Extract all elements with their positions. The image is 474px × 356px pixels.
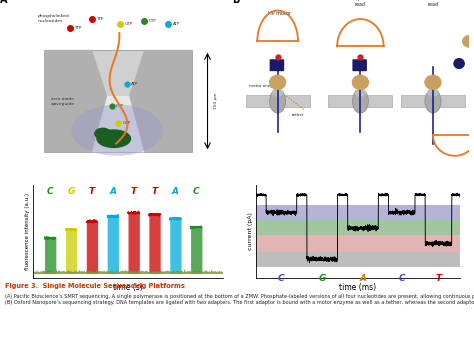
Bar bbox=[256, 252, 460, 267]
Bar bbox=[256, 205, 460, 220]
Text: T: T bbox=[152, 187, 157, 196]
Text: HP motor: HP motor bbox=[267, 11, 291, 16]
Text: T: T bbox=[435, 274, 441, 283]
Text: template
read: template read bbox=[349, 0, 372, 7]
Polygon shape bbox=[129, 50, 192, 152]
Ellipse shape bbox=[462, 35, 474, 48]
Text: C: C bbox=[278, 274, 285, 283]
FancyBboxPatch shape bbox=[44, 50, 192, 152]
Ellipse shape bbox=[94, 127, 111, 140]
FancyBboxPatch shape bbox=[246, 95, 310, 107]
FancyBboxPatch shape bbox=[328, 95, 392, 107]
Ellipse shape bbox=[424, 75, 442, 90]
Text: GTP: GTP bbox=[122, 121, 131, 125]
Text: 100 μm: 100 μm bbox=[214, 93, 218, 109]
Text: GTP: GTP bbox=[125, 22, 133, 26]
Text: (A) Pacific Bioscience’s SMRT sequencing. A single polymerase is positioned at t: (A) Pacific Bioscience’s SMRT sequencing… bbox=[5, 294, 474, 305]
Ellipse shape bbox=[71, 105, 163, 156]
FancyBboxPatch shape bbox=[352, 59, 367, 71]
Bar bbox=[256, 220, 460, 235]
Y-axis label: current (pA): current (pA) bbox=[248, 213, 253, 250]
Text: A: A bbox=[0, 0, 8, 5]
Text: motor enzyme: motor enzyme bbox=[248, 84, 279, 88]
Ellipse shape bbox=[272, 88, 283, 97]
Text: C: C bbox=[47, 187, 54, 196]
Text: G: G bbox=[319, 274, 326, 283]
Text: C: C bbox=[193, 187, 200, 196]
Text: Figure 3.  Single Molecule Sequencing Platforms: Figure 3. Single Molecule Sequencing Pla… bbox=[5, 283, 184, 289]
Text: ATP: ATP bbox=[131, 82, 139, 86]
Bar bbox=[256, 235, 460, 252]
Polygon shape bbox=[92, 96, 144, 152]
Ellipse shape bbox=[355, 88, 366, 97]
Ellipse shape bbox=[270, 89, 286, 113]
Text: G: G bbox=[67, 187, 75, 196]
Ellipse shape bbox=[352, 75, 369, 90]
Text: zero mode
waveguide: zero mode waveguide bbox=[51, 96, 74, 106]
Text: C: C bbox=[398, 274, 405, 283]
Text: B: B bbox=[232, 0, 240, 5]
Text: T: T bbox=[131, 187, 137, 196]
Ellipse shape bbox=[96, 129, 131, 148]
Text: 2-direction
read: 2-direction read bbox=[419, 0, 446, 7]
Ellipse shape bbox=[425, 89, 441, 113]
Text: CTP: CTP bbox=[149, 19, 156, 23]
Text: phospholinked
nucleotides: phospholinked nucleotides bbox=[37, 14, 69, 23]
Text: TTP: TTP bbox=[96, 17, 104, 21]
Y-axis label: fluorescence intensity (a.u.): fluorescence intensity (a.u.) bbox=[26, 193, 30, 270]
Ellipse shape bbox=[269, 75, 286, 90]
Text: CTP: CTP bbox=[116, 104, 124, 108]
FancyBboxPatch shape bbox=[401, 95, 465, 107]
Ellipse shape bbox=[453, 58, 465, 69]
Text: A: A bbox=[359, 274, 366, 283]
Text: TTP: TTP bbox=[74, 26, 82, 30]
X-axis label: time (ms): time (ms) bbox=[339, 283, 376, 292]
Polygon shape bbox=[44, 50, 107, 152]
Ellipse shape bbox=[352, 89, 368, 113]
Ellipse shape bbox=[427, 88, 439, 97]
FancyBboxPatch shape bbox=[270, 59, 284, 71]
Text: T: T bbox=[89, 187, 95, 196]
Text: A: A bbox=[172, 187, 179, 196]
X-axis label: time (s): time (s) bbox=[113, 283, 143, 292]
Text: A: A bbox=[109, 187, 116, 196]
Text: tether: tether bbox=[292, 113, 305, 117]
Text: ATP: ATP bbox=[173, 22, 180, 26]
